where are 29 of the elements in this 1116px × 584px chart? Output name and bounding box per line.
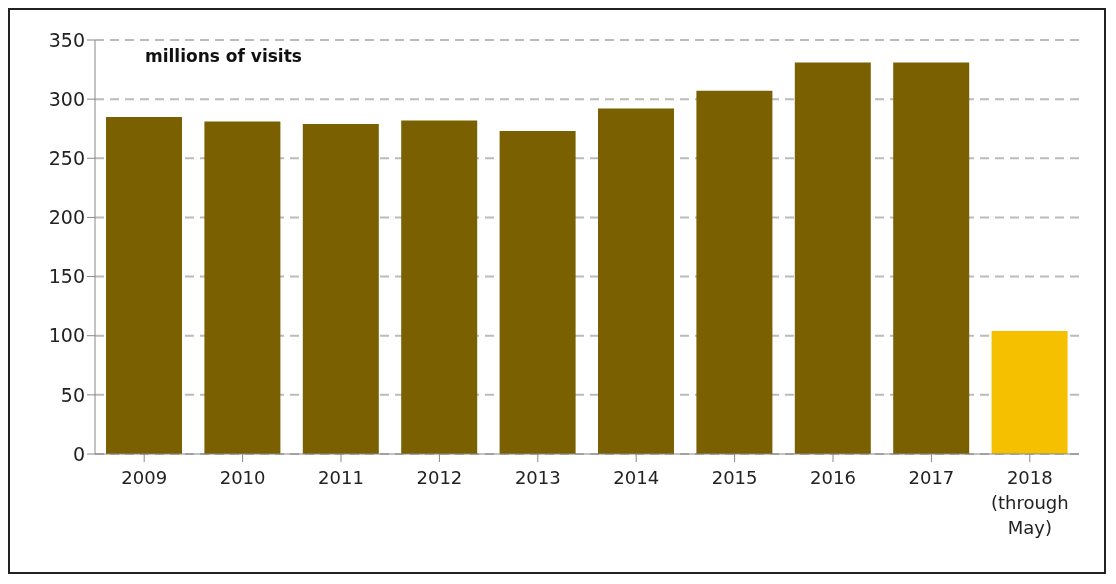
bar — [598, 108, 674, 454]
x-tick-label: 2016 — [810, 467, 856, 488]
x-tick-label: 2012 — [416, 467, 463, 488]
bar — [499, 131, 576, 454]
x-tick-label: 2010 — [219, 467, 266, 488]
bar — [302, 123, 379, 454]
bar — [696, 90, 773, 454]
x-tick-label: 2014 — [613, 467, 660, 488]
y-tick-label: 150 — [48, 265, 85, 288]
x-tick-label: 2009 — [121, 467, 168, 488]
x-tick-label: 2011 — [318, 467, 364, 488]
bar — [893, 62, 970, 454]
y-tick-label: 50 — [60, 383, 85, 406]
bar — [204, 121, 281, 454]
annotation: millions of visits — [145, 46, 302, 66]
y-tick-label: 0 — [72, 442, 85, 465]
x-tick-label: 2018 (through May) — [990, 467, 1069, 538]
bar — [106, 116, 182, 454]
x-tick-label: 2015 — [711, 467, 758, 488]
y-tick-label: 250 — [48, 147, 85, 170]
y-tick-label: 200 — [48, 206, 85, 229]
bar — [991, 330, 1068, 454]
y-tick-label: 350 — [48, 28, 85, 51]
x-tick-label: 2013 — [514, 467, 561, 488]
y-tick-label: 300 — [48, 87, 85, 110]
x-tick-label: 2017 — [908, 467, 955, 488]
bar — [401, 120, 478, 454]
y-tick-label: 100 — [48, 324, 85, 347]
bar — [794, 62, 871, 454]
